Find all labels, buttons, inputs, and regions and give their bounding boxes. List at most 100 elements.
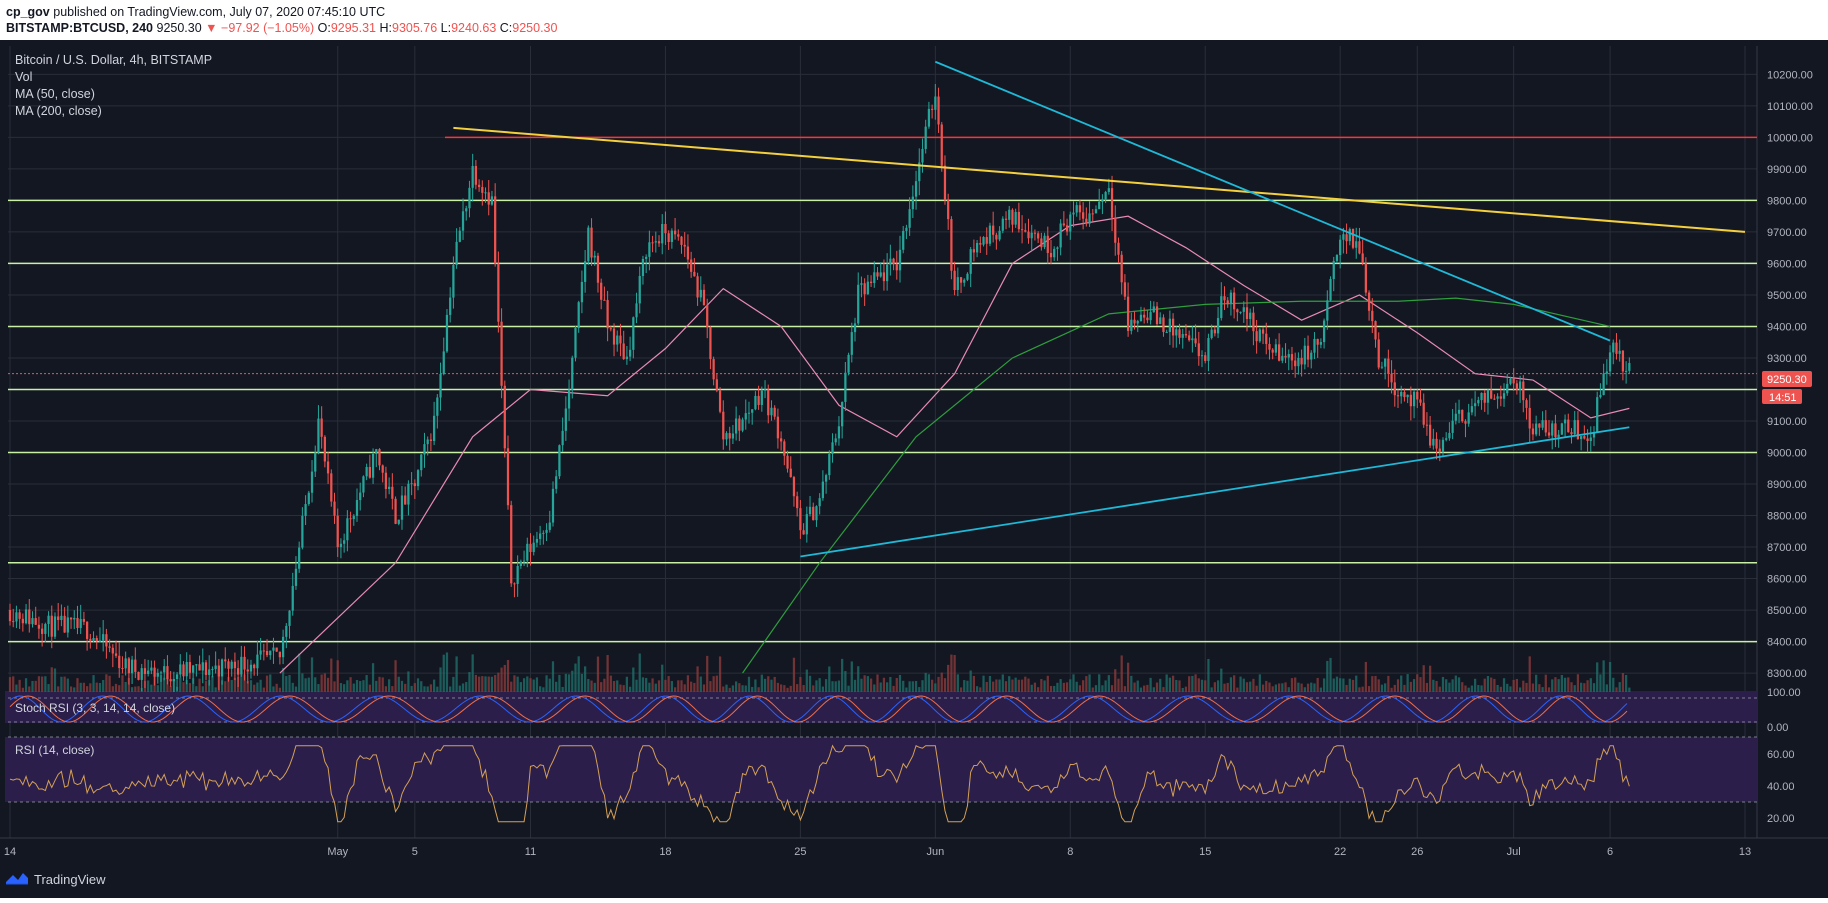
volume-bar (1355, 675, 1358, 692)
candle-body (876, 272, 879, 277)
candle-body (429, 439, 433, 441)
candle-body (841, 401, 844, 427)
candle-body (706, 305, 709, 328)
symbol-label: BITSTAMP:BTCUSD, 240 (6, 21, 154, 35)
volume-bar (1486, 676, 1490, 692)
candle-body (1062, 223, 1065, 226)
volume-bar (1120, 655, 1123, 692)
time-axis[interactable]: 14 May 5 11 18 25 Jun 8 15 22 26 Jul 6 13 (4, 846, 1751, 858)
candle-body (625, 356, 629, 360)
volume-bar (1152, 687, 1155, 692)
volume-bar (41, 676, 44, 692)
candle-body (15, 612, 18, 622)
candle-body (1429, 424, 1432, 446)
footer-brand[interactable]: TradingView (6, 872, 106, 887)
volume-bar (709, 681, 712, 692)
candle-body (853, 323, 857, 333)
volume-bar (516, 676, 519, 692)
time-tick-label: Jun (926, 846, 944, 858)
candle-body (362, 476, 365, 493)
candle-body (1078, 205, 1082, 213)
chart-area[interactable]: 8300.00 8400.00 8500.00 8600.00 8700.00 8800.… (0, 40, 1828, 898)
candle-body (339, 543, 343, 548)
price-axis[interactable]: 8300.00 8400.00 8500.00 8600.00 8700.00 8800.… (1767, 69, 1813, 825)
volume-bar (609, 675, 612, 692)
candle-body (1297, 357, 1300, 367)
volume-bar (343, 684, 346, 692)
candle-body (718, 390, 722, 412)
volume-bar (1464, 685, 1467, 692)
volume-bar (673, 687, 677, 692)
candle-body (1406, 394, 1409, 398)
volume-bar (567, 674, 571, 692)
candle-body (1621, 350, 1625, 372)
candle-body (622, 343, 625, 360)
candle-body (384, 472, 388, 489)
volume-bar (1502, 678, 1506, 692)
candle-body (1538, 423, 1541, 428)
candle-body (1178, 329, 1181, 338)
candle-body (1313, 338, 1316, 353)
candle-body (1277, 344, 1281, 361)
candle-body (1184, 334, 1188, 336)
volume-bar (423, 686, 426, 692)
price-tick-label: 9300.00 (1767, 353, 1807, 365)
volume-bar (677, 680, 680, 692)
candle-body (1445, 438, 1448, 440)
volume-bar (1618, 682, 1621, 692)
volume-bar (1049, 685, 1053, 692)
volume-bar (1473, 678, 1477, 692)
candle-body (105, 634, 108, 647)
volume-bar (715, 675, 718, 692)
volume-bar (1245, 682, 1249, 692)
volume-bar (384, 686, 388, 692)
price-tick-label: 8400.00 (1767, 637, 1807, 649)
candle-body (619, 335, 622, 344)
candle-body (156, 672, 159, 677)
volume-bar (1457, 677, 1461, 692)
candle-body (201, 662, 204, 671)
candle-body (314, 452, 317, 472)
candle-body (1541, 420, 1544, 428)
volume-bar (1531, 683, 1535, 692)
volume-bar (278, 687, 282, 692)
candle-body (82, 619, 86, 622)
candle-body (670, 230, 673, 243)
volume-bar (275, 683, 278, 692)
candle-body (982, 237, 985, 245)
author-name[interactable]: cp_gov (6, 5, 50, 19)
candle-body (1037, 233, 1040, 239)
volume-bar (539, 686, 542, 692)
volume-bar (182, 682, 185, 692)
candle-body (886, 264, 889, 282)
candle-body (696, 276, 699, 298)
volume-bar (188, 683, 192, 692)
candle-body (1509, 378, 1512, 384)
candle-body (879, 272, 882, 277)
volume-bar (918, 687, 921, 692)
candle-body (963, 279, 966, 283)
volume-bar (1429, 665, 1432, 692)
time-tick-label: 26 (1411, 846, 1423, 858)
volume-bar (696, 666, 699, 692)
candle-body (828, 453, 831, 476)
candlestick-chart[interactable]: 8300.00 8400.00 8500.00 8600.00 8700.00 8800.… (0, 40, 1828, 898)
stoch-rsi-label: Stoch RSI (3, 3, 14, 14, close) (15, 701, 175, 715)
volume-bar (1133, 682, 1136, 692)
candle-body (911, 196, 914, 210)
volume-bar (1377, 679, 1380, 692)
volume-bar (972, 675, 976, 692)
candle-body (76, 617, 79, 628)
volume-bar (1384, 683, 1387, 692)
ohlc-line: BITSTAMP:BTCUSD, 240 9250.30 ▼ −97.92 (−… (6, 21, 557, 35)
candle-body (638, 276, 641, 304)
candle-body (667, 233, 670, 243)
candle-body (28, 609, 31, 625)
candle-body (1043, 235, 1046, 248)
time-tick-label: 14 (4, 846, 16, 858)
volume-bar (725, 684, 728, 692)
candle-body (1403, 392, 1406, 398)
candle-body (159, 672, 163, 674)
candle-body (1547, 432, 1551, 436)
candle-body (1213, 329, 1216, 334)
